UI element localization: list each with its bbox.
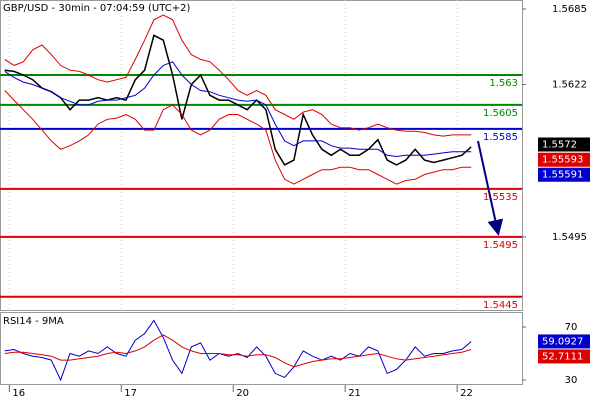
y-tick-label: 1.5622 <box>552 80 587 91</box>
panel-frame <box>0 0 523 311</box>
x-tick-label: 16 <box>12 388 25 399</box>
y-tick-label: 30 <box>565 375 578 386</box>
rsi-panel: 16 17 20 21 22 70 30 59.0927 52.7111 <box>0 312 590 399</box>
price-tag-label: 52.7111 <box>542 351 583 362</box>
series-line <box>4 319 472 382</box>
level-label: 1.5535 <box>483 192 518 203</box>
price-tag <box>538 152 590 167</box>
level-label: 1.563 <box>489 78 518 89</box>
series-line <box>4 14 472 137</box>
price-tag <box>538 334 590 349</box>
price-tag <box>538 349 590 364</box>
price-tag <box>538 167 590 182</box>
x-tick-label: 22 <box>460 388 473 399</box>
y-tick-label: 1.5685 <box>552 4 587 15</box>
price-panel: 1.5685 1.5622 1.5495 1.563 1.5605 1.5585 1.553… <box>0 0 590 311</box>
x-tick-label: 20 <box>236 388 249 399</box>
level-label: 1.5605 <box>483 108 518 119</box>
rsi-title: RSI14 - 9MA <box>3 316 64 327</box>
series-line <box>4 334 472 368</box>
series-line <box>4 34 472 166</box>
level-label: 1.5495 <box>483 240 518 251</box>
x-tick-label: 21 <box>348 388 361 399</box>
series-line <box>4 90 472 185</box>
y-tick-label: 1.5495 <box>552 232 587 243</box>
price-tag-label: 1.5572 <box>542 140 577 151</box>
level-label: 1.5585 <box>483 132 518 143</box>
x-tick-label: 17 <box>124 388 137 399</box>
price-tag-label: 1.55593 <box>542 155 583 166</box>
price-tag-label: 59.0927 <box>542 336 583 347</box>
series-line <box>4 61 472 158</box>
price-tag <box>538 137 590 152</box>
chart-title: GBP/USD - 30min - 07:04:59 (UTC+2) <box>3 3 190 14</box>
y-tick-label: 70 <box>565 322 578 333</box>
price-tag-label: 1.55591 <box>542 170 583 181</box>
level-label: 1.5445 <box>483 300 518 311</box>
forecast-arrow <box>477 140 504 236</box>
panel-frame <box>0 312 523 385</box>
